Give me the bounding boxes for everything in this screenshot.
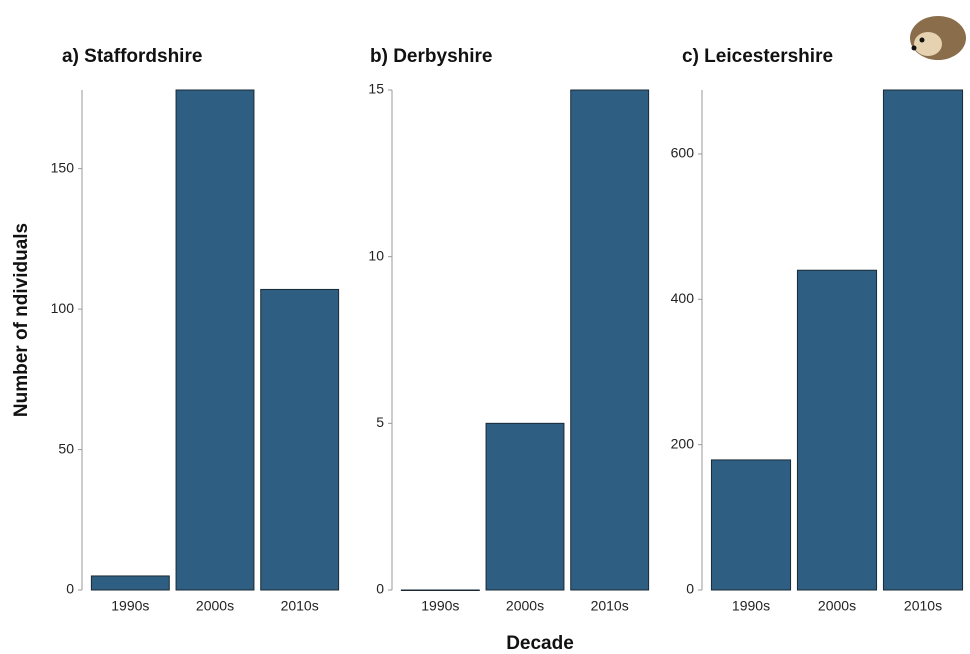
x-tick-label: 1990s [732,598,770,614]
x-tick-label: 2000s [196,598,234,614]
bar [261,289,339,590]
bar [176,90,254,590]
bar [883,90,962,590]
y-tick-label: 0 [686,581,694,597]
chart-title: a) Staffordshire [62,46,202,67]
bar [91,576,169,590]
x-tick-label: 2000s [818,598,856,614]
y-tick-label: 15 [368,81,384,97]
bar [571,90,649,590]
y-tick-label: 150 [51,159,75,175]
y-tick-label: 200 [671,435,695,451]
x-tick-label: 2010s [904,598,942,614]
chart-title: b) Derbyshire [370,46,492,67]
y-tick-label: 5 [376,414,384,430]
y-tick-label: 50 [58,440,74,456]
y-tick-label: 100 [51,300,75,316]
hedgehog-icon [910,16,966,60]
x-tick-label: 1990s [421,598,459,614]
y-tick-label: 10 [368,247,384,263]
x-tick-label: 2000s [506,598,544,614]
chart-title: c) Leicestershire [682,46,833,67]
figure: Number of ndividuals Decade a) Staffords… [0,0,970,654]
x-axis-label: Decade [506,633,574,654]
y-axis-label: Number of ndividuals [11,223,32,417]
bar [711,460,790,590]
y-tick-label: 0 [376,581,384,597]
bar [401,590,479,591]
bar [486,423,564,590]
x-tick-label: 2010s [591,598,629,614]
y-tick-label: 0 [66,581,74,597]
x-tick-label: 2010s [281,598,319,614]
bar [797,270,876,590]
y-tick-label: 600 [671,145,695,161]
y-tick-label: 400 [671,290,695,306]
x-tick-label: 1990s [111,598,149,614]
